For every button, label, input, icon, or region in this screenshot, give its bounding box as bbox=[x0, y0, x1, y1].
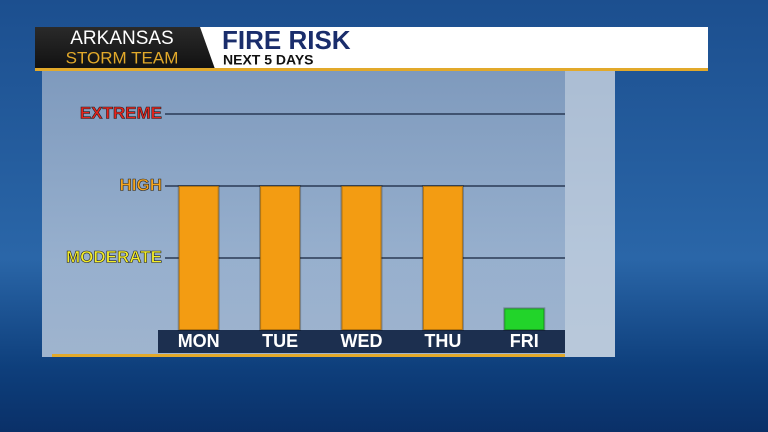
y-tick-label: HIGH bbox=[120, 175, 163, 194]
x-tick-label: MON bbox=[178, 331, 220, 351]
y-tick-label: MODERATE bbox=[66, 247, 162, 266]
y-tick-label: EXTREME bbox=[80, 103, 162, 122]
logo-line1: ARKANSAS bbox=[70, 28, 173, 49]
x-tick-label: WED bbox=[341, 331, 383, 351]
x-tick-label: TUE bbox=[262, 331, 298, 351]
bar bbox=[177, 185, 220, 331]
x-tick-label: THU bbox=[424, 331, 461, 351]
chart-title: FIRE RISK bbox=[222, 25, 351, 55]
bar bbox=[340, 185, 383, 331]
panel-base bbox=[52, 354, 565, 357]
bar bbox=[503, 307, 546, 331]
x-tick-label: FRI bbox=[510, 331, 539, 351]
logo-box bbox=[35, 27, 215, 69]
header-rule bbox=[35, 68, 708, 71]
logo-line2: STORM TEAM bbox=[66, 48, 179, 67]
bar bbox=[259, 185, 302, 331]
day-band bbox=[158, 330, 565, 353]
chart-subtitle: NEXT 5 DAYS bbox=[223, 52, 314, 68]
panel-edge bbox=[565, 70, 615, 357]
bar bbox=[421, 185, 464, 331]
